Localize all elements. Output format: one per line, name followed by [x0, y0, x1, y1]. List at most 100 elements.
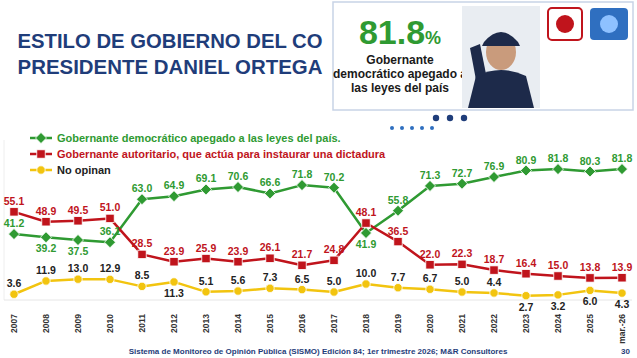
legend-marker — [37, 150, 45, 158]
data-label: 63.0 — [132, 182, 153, 194]
data-label: 5.1 — [199, 275, 214, 287]
legend-item: No opinan — [30, 164, 111, 176]
x-tick-label: 2024 — [553, 314, 563, 333]
x-tick-label: 2022 — [489, 314, 499, 333]
highlight-unit: % — [425, 28, 441, 48]
data-label: 13.9 — [612, 261, 633, 273]
marker — [298, 285, 306, 293]
x-tick-label: 2019 — [393, 314, 403, 333]
data-label: 25.9 — [196, 242, 217, 254]
x-tick-label: 2009 — [73, 314, 83, 333]
marker — [298, 261, 306, 269]
data-label: 5.0 — [327, 275, 342, 287]
data-label: 36.1 — [100, 225, 121, 237]
data-label: 3.2 — [551, 300, 566, 312]
data-label: 49.5 — [68, 204, 89, 216]
marker — [10, 208, 18, 216]
x-tick-label: 2014 — [233, 314, 243, 333]
x-tick-label: 2023 — [521, 314, 531, 333]
data-label: 16.4 — [516, 257, 537, 269]
x-tick-label: 2016 — [297, 314, 307, 333]
marker — [138, 282, 146, 290]
marker — [458, 260, 466, 268]
x-tick-label: 2007 — [9, 314, 19, 333]
data-label: 7.7 — [391, 271, 406, 283]
data-label: 55.8 — [388, 194, 409, 206]
logo — [548, 8, 582, 40]
decor-dot — [410, 126, 414, 130]
x-tick-label: 2013 — [201, 314, 211, 333]
data-label: 26.1 — [260, 241, 281, 253]
x-tick-label: 2021 — [457, 314, 467, 333]
data-label: 13.0 — [68, 262, 89, 274]
marker — [42, 277, 50, 285]
data-label: 69.1 — [196, 172, 217, 184]
marker — [361, 227, 372, 238]
marker — [457, 178, 468, 189]
marker — [522, 270, 530, 278]
marker — [106, 214, 114, 222]
decor-dot — [433, 115, 439, 121]
data-label: 2.7 — [519, 301, 534, 313]
series-line — [14, 279, 622, 295]
data-label: 39.2 — [36, 242, 57, 254]
decor-dot — [461, 115, 467, 121]
marker — [297, 180, 308, 191]
data-label: 64.9 — [164, 179, 185, 191]
marker — [426, 261, 434, 269]
highlight-value: 81.8% — [359, 13, 441, 51]
data-label: 10.0 — [356, 267, 377, 279]
logo-mark — [556, 15, 574, 33]
data-label: 3.6 — [7, 277, 22, 289]
data-label: 80.9 — [516, 154, 537, 166]
data-label: 23.9 — [228, 245, 249, 257]
page-number: 30 — [621, 347, 630, 356]
data-label: 81.8 — [548, 152, 569, 164]
x-axis-line — [4, 300, 632, 301]
decor-dot — [390, 126, 394, 130]
marker — [106, 275, 114, 283]
marker — [362, 219, 370, 227]
data-label: 55.1 — [4, 195, 25, 207]
marker — [426, 285, 434, 293]
data-label: 5.6 — [231, 274, 246, 286]
data-label: 21.7 — [292, 248, 313, 260]
data-label: 70.6 — [228, 170, 249, 182]
marker — [490, 289, 498, 297]
highlight-box — [333, 2, 633, 110]
marker — [74, 217, 82, 225]
x-tick-label: 2010 — [105, 314, 115, 333]
data-label: 37.5 — [68, 245, 89, 257]
marker — [425, 180, 436, 191]
data-label: 41.9 — [356, 238, 377, 250]
data-label: 15.0 — [548, 259, 569, 271]
highlight-label: Gobernante — [366, 53, 434, 67]
marker — [586, 286, 594, 294]
data-label: 13.8 — [580, 261, 601, 273]
data-label: 28.5 — [132, 237, 153, 249]
marker — [522, 291, 530, 299]
highlight-number: 81.8 — [359, 13, 425, 51]
legend-item: Gobernante democrático apegado a las ley… — [30, 132, 341, 144]
data-label: 51.0 — [100, 201, 121, 213]
marker — [105, 237, 116, 248]
marker — [490, 266, 498, 274]
legend-marker — [37, 166, 45, 174]
marker — [393, 205, 404, 216]
highlight-label: democrático apegado a — [333, 67, 467, 81]
data-label: 76.9 — [484, 160, 505, 172]
legend-item: Gobernante autoritario, que actúa para i… — [30, 148, 386, 160]
background — [0, 0, 637, 358]
x-tick-label: 2012 — [169, 314, 179, 333]
data-label: 4.3 — [615, 298, 630, 310]
marker — [73, 235, 84, 246]
data-label: 24.8 — [324, 243, 345, 255]
data-label: 5.0 — [455, 275, 470, 287]
marker — [554, 272, 562, 280]
marker — [489, 171, 500, 182]
marker — [202, 254, 210, 262]
data-label: 48.1 — [356, 206, 377, 218]
decor-dot — [420, 126, 424, 130]
data-label: 7.3 — [263, 271, 278, 283]
marker — [330, 288, 338, 296]
